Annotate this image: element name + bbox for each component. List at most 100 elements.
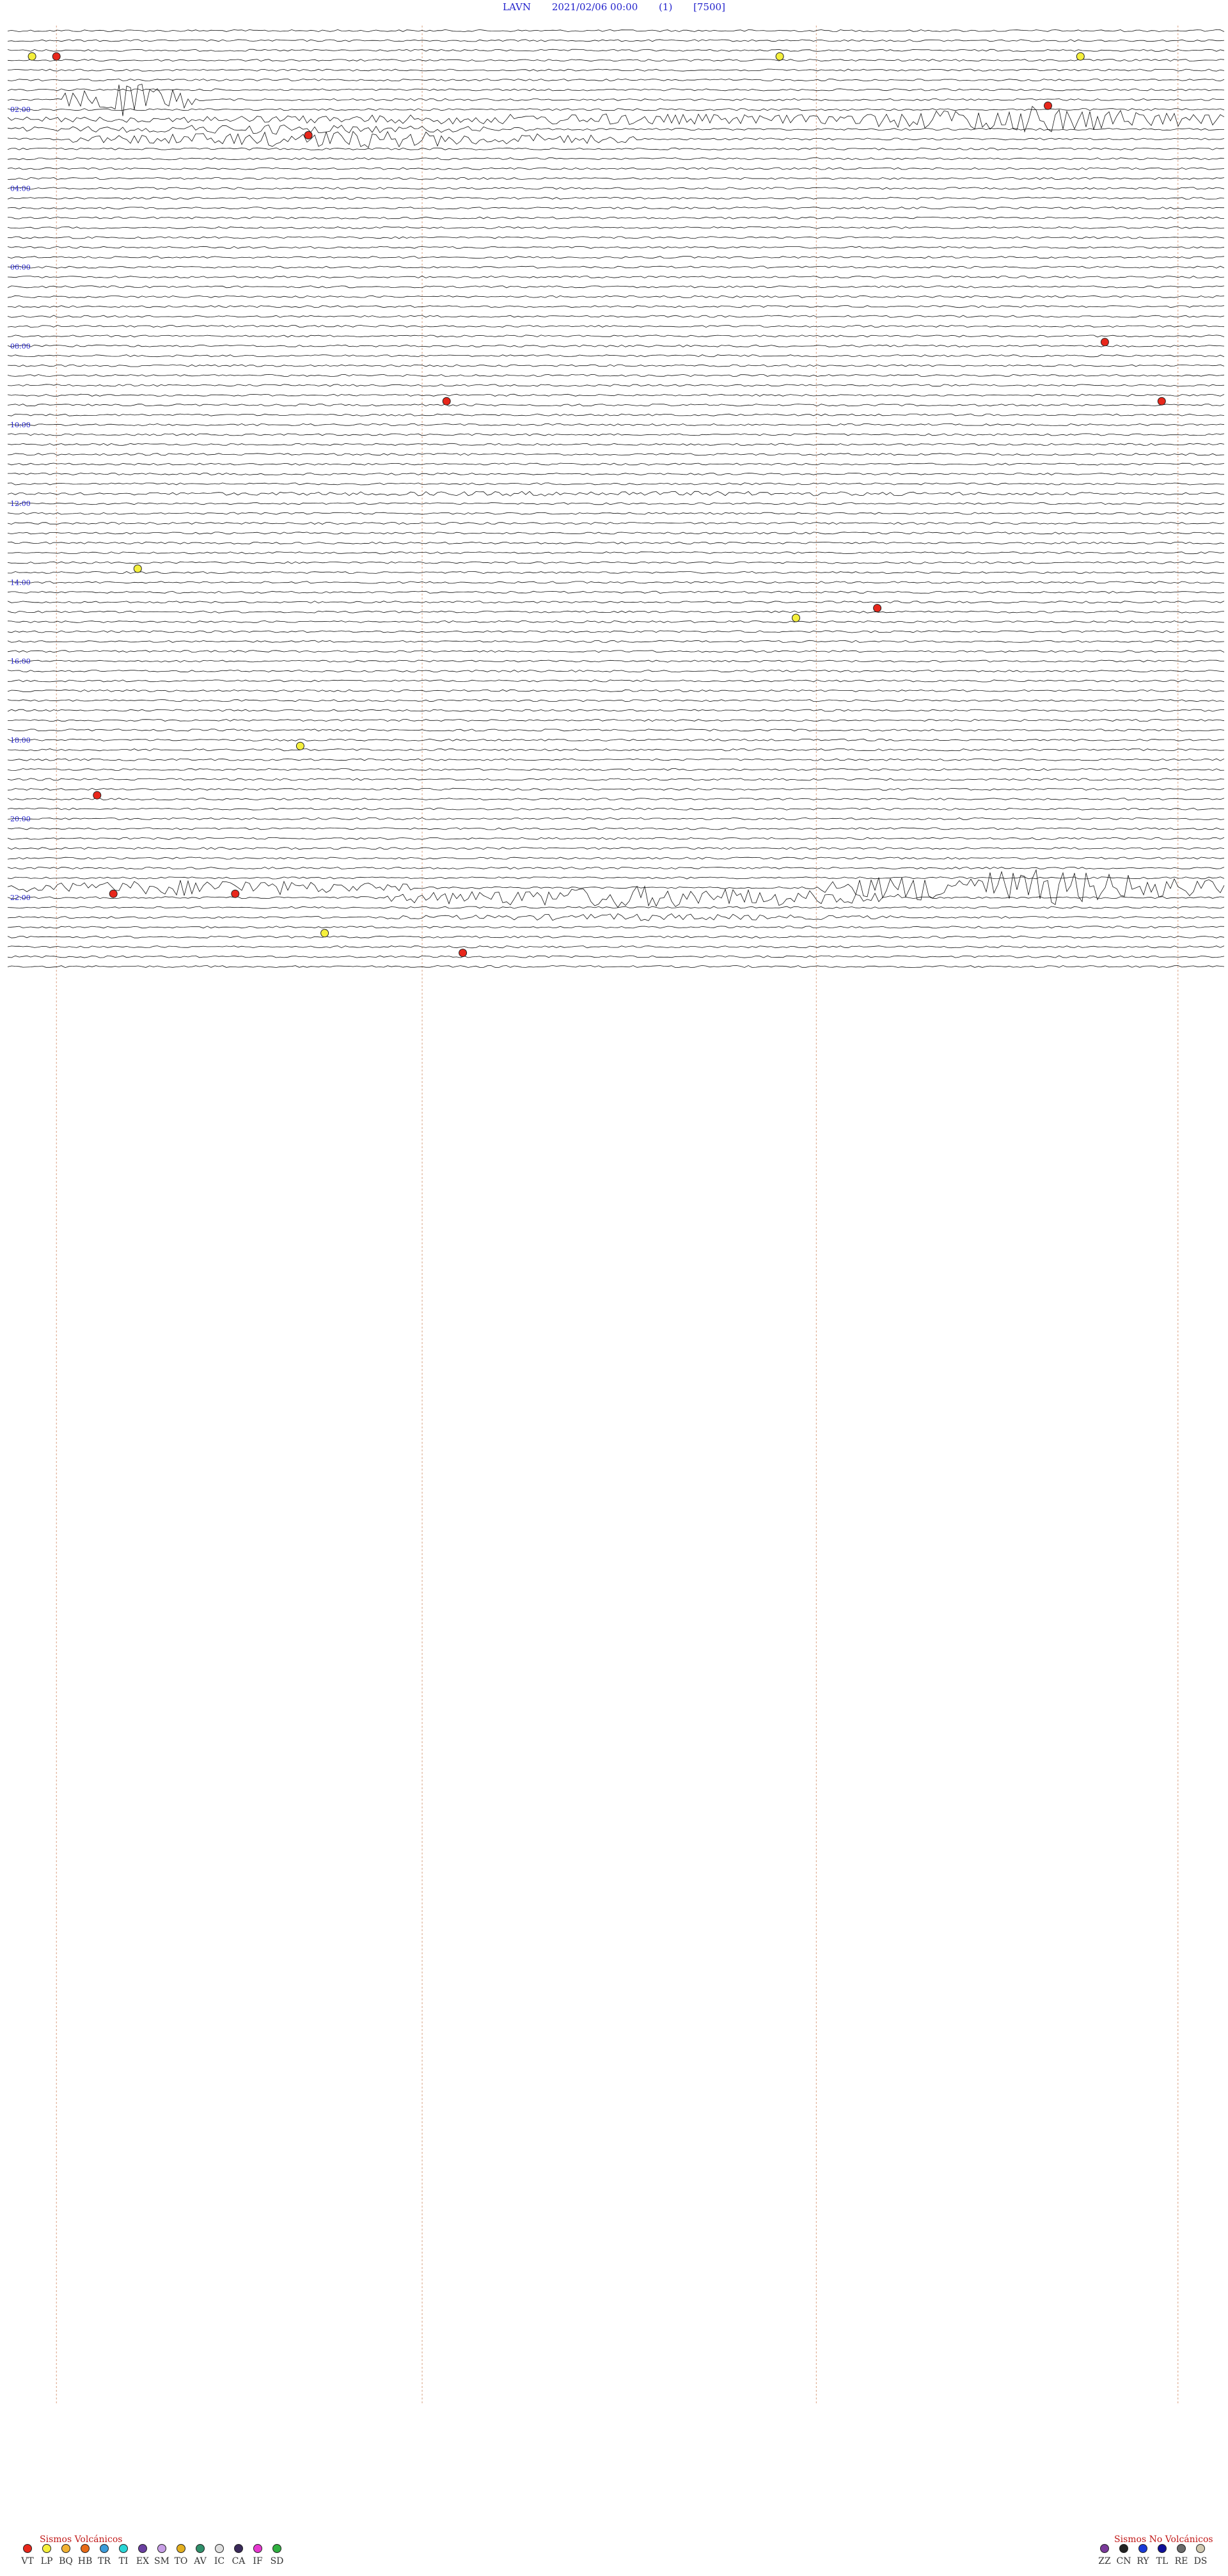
trace-row (7, 106, 1225, 133)
trace-row (7, 167, 1225, 170)
trace-row (7, 236, 1225, 239)
legend-code: CN (1116, 2556, 1131, 2566)
trace-row (7, 196, 1225, 200)
trace-row (7, 935, 1225, 938)
event-marker-lp (1076, 52, 1085, 61)
plot-header: LAVN 2021/02/06 00:00 (1) [7500] (0, 0, 1228, 19)
event-marker-vt (459, 949, 468, 958)
trace-row (7, 344, 1225, 347)
trace-row (7, 876, 1225, 880)
hour-label: 18:00 (10, 736, 31, 745)
legend-swatch (61, 2544, 70, 2553)
hour-label: 06:00 (10, 264, 31, 272)
legend-swatch (157, 2544, 166, 2553)
trace-row (7, 324, 1225, 328)
trace-row (7, 453, 1225, 456)
legend-swatch (138, 2544, 147, 2553)
seismic-traces (7, 29, 1225, 968)
legend-code: IF (253, 2556, 263, 2566)
trace-row (7, 798, 1225, 801)
event-marker-lp (28, 52, 36, 61)
event-markers (28, 52, 1166, 958)
trace-row (7, 404, 1225, 407)
legend-item-cn: CN (1114, 2544, 1133, 2567)
hour-label: 04:00 (10, 184, 31, 193)
trace-row (7, 906, 1225, 909)
legend-swatch (23, 2544, 32, 2553)
legend-item-if: IF (248, 2544, 267, 2567)
trace-row (7, 640, 1225, 643)
channel-id: (1) (659, 1, 673, 13)
legend-item-hb: HB (75, 2544, 95, 2567)
trace-row (7, 187, 1225, 190)
trace-row (7, 885, 1225, 908)
trace-row (7, 913, 1225, 921)
hour-label: 16:00 (10, 658, 31, 666)
event-marker-vt (52, 52, 61, 61)
amplitude-scale: [7500] (693, 1, 725, 13)
event-marker-vt (1100, 338, 1109, 347)
legend-item-av: AV (191, 2544, 210, 2567)
legend-code: TO (174, 2556, 188, 2566)
trace-row (7, 689, 1225, 692)
trace-row (7, 285, 1225, 288)
legend-item-re: RE (1172, 2544, 1191, 2567)
trace-row (7, 491, 1225, 496)
hour-label: 22:00 (10, 894, 31, 902)
legend-swatch (272, 2544, 281, 2553)
event-marker-vt (93, 791, 102, 800)
legend-swatch (1196, 2544, 1205, 2553)
trace-row (7, 108, 1225, 111)
legend-swatch (234, 2544, 243, 2553)
trace-row (7, 49, 1225, 52)
event-marker-lp (792, 613, 800, 622)
hour-label: 12:00 (10, 500, 31, 508)
trace-row (7, 748, 1225, 752)
trace-row (7, 758, 1225, 761)
trace-row (7, 482, 1224, 486)
legend-item-lp: LP (37, 2544, 56, 2567)
trace-row (7, 157, 1225, 161)
trace-row (7, 561, 1225, 564)
legend-code: BQ (59, 2556, 73, 2566)
trace-row (7, 354, 1225, 358)
legend-code: CA (232, 2556, 246, 2566)
legend-item-ex: EX (133, 2544, 152, 2567)
trace-row (7, 246, 1225, 249)
legend-code: VT (21, 2556, 34, 2566)
trace-row (7, 679, 1225, 683)
legend-item-ds: DS (1191, 2544, 1210, 2567)
trace-row (7, 512, 1225, 515)
legend-swatch (177, 2544, 185, 2553)
event-marker-vt (1157, 397, 1166, 406)
event-marker-vt (873, 604, 882, 613)
legend-item-tr: TR (95, 2544, 114, 2567)
legend-code: IC (214, 2556, 225, 2566)
legend-swatch (253, 2544, 262, 2553)
legend-item-ti: TI (114, 2544, 133, 2567)
legend-item-sm: SM (152, 2544, 171, 2567)
legend-code: DS (1193, 2556, 1208, 2566)
legend-swatch (100, 2544, 109, 2553)
plot-datetime: 2021/02/06 00:00 (551, 1, 638, 13)
time-gridlines (56, 26, 1179, 2405)
legend-swatch (42, 2544, 51, 2553)
station-code: LAVN (503, 1, 531, 13)
legend-code: RY (1137, 2556, 1149, 2566)
trace-row (7, 256, 1225, 259)
trace-row (7, 669, 1225, 673)
trace-row (7, 551, 1225, 555)
trace-row (7, 462, 1225, 466)
legend-code: SD (270, 2556, 284, 2566)
legend-swatch (1158, 2544, 1167, 2553)
trace-row (7, 147, 1225, 150)
trace-row (7, 226, 1225, 230)
trace-row (7, 433, 1225, 436)
trace-row (7, 817, 1225, 821)
trace-row (7, 84, 1225, 116)
trace-row (8, 305, 1225, 308)
legend-swatch (1138, 2544, 1147, 2553)
legend-code: SM (154, 2556, 169, 2566)
trace-row (7, 718, 1225, 722)
